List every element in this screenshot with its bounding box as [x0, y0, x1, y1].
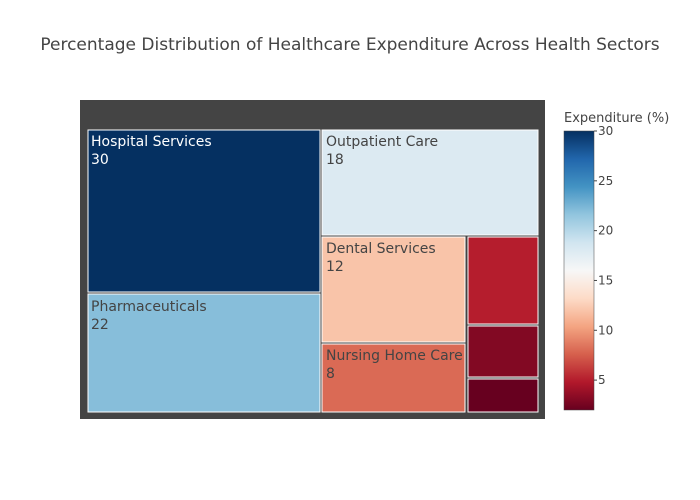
tile-unlabeled-5[interactable] — [467, 236, 539, 325]
colorbar-tick-label: 10 — [598, 323, 613, 337]
tile-label: Nursing Home Care — [326, 348, 463, 364]
tile-nursing-home-care[interactable] — [321, 343, 466, 413]
tile-label: Hospital Services — [91, 134, 212, 150]
tile-value: 8 — [326, 366, 335, 382]
tile-label: Pharmaceuticals — [91, 299, 207, 315]
chart-title: Percentage Distribution of Healthcare Ex… — [40, 35, 659, 55]
colorbar-tick-label: 20 — [598, 224, 613, 238]
colorbar-ticks: 5 10 15 20 25 30 — [594, 124, 613, 387]
tile-value: 18 — [326, 152, 344, 168]
colorbar-tick-label: 30 — [598, 124, 613, 138]
tile-pharmaceuticals[interactable] — [87, 293, 321, 413]
colorbar: Expenditure (%) 5 10 15 20 25 30 — [563, 111, 669, 411]
tile-value: 12 — [326, 259, 344, 275]
tile-outpatient-care[interactable] — [321, 129, 539, 236]
treemap-tiles: Hospital Services 30 Pharmaceuticals 22 Outp… — [87, 129, 539, 413]
tile-dental-services[interactable] — [321, 236, 466, 343]
tile-hospital-services[interactable] — [87, 129, 321, 293]
colorbar-title: Expenditure (%) — [564, 111, 669, 126]
colorbar-gradient — [563, 130, 595, 411]
tile-unlabeled-7[interactable] — [467, 378, 539, 413]
colorbar-tick-label: 15 — [598, 273, 613, 287]
tile-unlabeled-6[interactable] — [467, 325, 539, 378]
tile-value: 22 — [91, 317, 109, 333]
colorbar-tick-label: 25 — [598, 174, 613, 188]
tile-label: Outpatient Care — [326, 134, 438, 150]
colorbar-tick-label: 5 — [598, 373, 606, 387]
tile-label: Dental Services — [326, 241, 436, 257]
tile-value: 30 — [91, 152, 109, 168]
